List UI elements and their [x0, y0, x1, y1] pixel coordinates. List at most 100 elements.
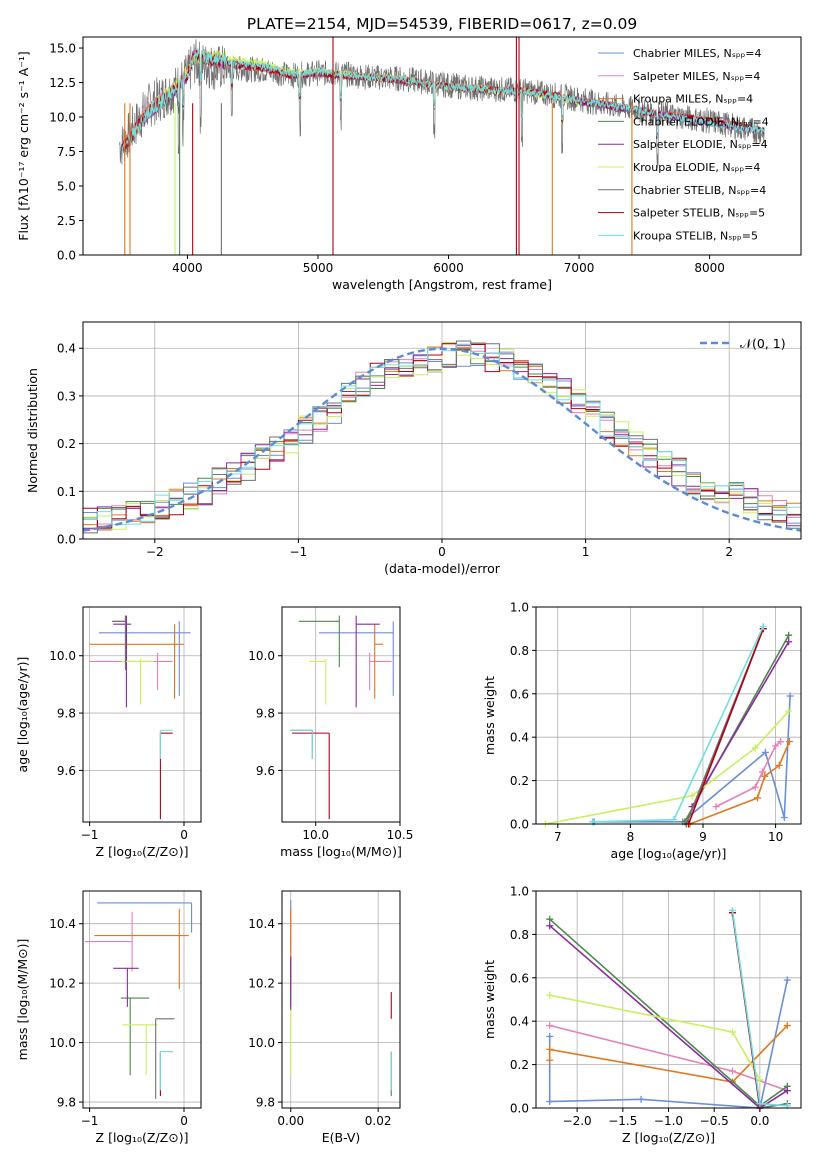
data-point-marker [546, 1097, 554, 1105]
y-tick-label: 9.6 [256, 764, 275, 778]
y-tick-label: 7.5 [57, 145, 76, 159]
legend-entry: Kroupa STELIB, Nₛₚₚ=5 [633, 229, 758, 242]
y-axis-label: Normed distribution [25, 368, 40, 493]
x-axis-label: age [log₁₀(age/yr)] [611, 846, 727, 861]
x-tick-label: −0.5 [700, 1114, 729, 1128]
legend-entry: Salpeter MILES, Nₛₚₚ=4 [633, 70, 760, 83]
x-tick-label: 5000 [303, 261, 334, 275]
mass-vs-metallicity-panel: −1 0 9.8 10.0 10.2 10.4 Z [log₁₀(Z/Z⊙)] mass [l… [15, 890, 202, 1145]
y-tick-label: 0.2 [57, 437, 76, 451]
y-tick-label: 0.4 [510, 1015, 529, 1029]
legend-entry: Chabrier STELIB, Nₛₚₚ=4 [633, 184, 766, 197]
x-tick-label: 1 [582, 545, 590, 559]
x-tick-label: 0 [438, 545, 446, 559]
x-tick-label: 8000 [694, 261, 725, 275]
y-tick-label: 10.0 [248, 1036, 275, 1050]
spectrum-panel: 4000 5000 6000 7000 8000 0.0 2.5 5.0 7.5 10.0 12.5… [16, 36, 802, 292]
data-point-marker [546, 1022, 554, 1030]
y-tick-label: 12.5 [49, 76, 76, 90]
mass-weight-series-line [548, 1024, 788, 1083]
age-vs-mass-panel: 10.0 10.5 9.6 9.8 10.0 mass [log₁₀(M/M⊙)] [248, 606, 414, 859]
x-tick-label: 8 [627, 830, 635, 844]
data-point-marker [785, 631, 793, 639]
y-tick-label: 15.0 [49, 42, 76, 56]
y-tick-label: 0.1 [57, 485, 76, 499]
data-point-marker [785, 707, 793, 715]
data-point-marker [753, 794, 761, 802]
legend-entry: Salpeter ELODIE, Nₛₚₚ=4 [633, 138, 768, 151]
data-point-marker [785, 638, 793, 646]
y-tick-label: 1.0 [510, 885, 529, 899]
y-tick-label: 9.6 [57, 764, 76, 778]
mass-weight-series-line [592, 626, 764, 823]
x-tick-label: 0 [180, 1114, 188, 1128]
y-tick-label: 10.0 [49, 649, 76, 663]
x-tick-label: 7 [554, 830, 562, 844]
y-axis-label: mass weight [482, 960, 497, 1039]
y-axis-label: age [log₁₀(age/yr)] [15, 657, 30, 773]
y-tick-label: 0.4 [510, 731, 529, 745]
data-point-marker [728, 1067, 736, 1075]
legend-entry: Chabrier ELODIE, Nₛₚₚ=4 [633, 115, 769, 128]
x-tick-label: 9 [699, 830, 707, 844]
y-axis-label: mass [log₁₀(M/M⊙)] [15, 939, 30, 1061]
y-tick-label: 10.0 [49, 1036, 76, 1050]
axes-frame [281, 606, 401, 823]
legend-entry: 𝒩(0, 1) [740, 336, 786, 351]
data-point-marker [688, 792, 696, 800]
mass-weight-series-line [691, 641, 790, 808]
age-vs-metallicity-panel: −1 0 9.6 9.8 10.0 Z [log₁₀(Z/Z⊙)] age [log₁₀(a… [15, 606, 202, 859]
data-point-marker [670, 816, 678, 824]
x-axis-label: Z [log₁₀(Z/Z⊙)] [622, 1130, 715, 1145]
y-tick-label: 9.8 [57, 707, 76, 721]
data-point-marker [546, 991, 554, 999]
x-tick-label: −1.0 [654, 1114, 683, 1128]
y-tick-label: 10.4 [49, 917, 76, 931]
data-point-marker [759, 768, 767, 776]
y-tick-label: 0.8 [510, 644, 529, 658]
histogram-series-step [83, 343, 801, 526]
y-tick-label: 10.0 [49, 111, 76, 125]
data-point-marker [785, 738, 793, 746]
data-point-marker [637, 1095, 645, 1103]
histogram-series-step [83, 342, 801, 529]
data-point-marker [777, 738, 785, 746]
data-point-marker [783, 1022, 791, 1030]
x-tick-label: −1 [81, 828, 99, 842]
y-tick-label: 0.0 [57, 249, 76, 263]
histogram-series-step [83, 340, 801, 534]
x-tick-label: 0.00 [277, 1114, 304, 1128]
histogram-series-step [83, 342, 801, 530]
y-tick-label: 0.8 [510, 928, 529, 942]
mass-weight-series-line [594, 695, 791, 823]
data-point-marker [751, 783, 759, 791]
y-tick-label: 0.6 [510, 687, 529, 701]
y-tick-label: 10.4 [248, 917, 275, 931]
mass-weight-series-line [545, 710, 790, 824]
x-tick-label: 0.0 [750, 1114, 769, 1128]
y-tick-label: 0.0 [510, 1102, 529, 1116]
x-tick-label: 2 [725, 545, 733, 559]
data-point-marker [775, 761, 783, 769]
data-point-marker [546, 915, 554, 923]
x-axis-label: mass [log₁₀(M/M⊙)] [280, 844, 402, 859]
x-tick-label: 0 [180, 828, 188, 842]
y-tick-label: 2.5 [57, 214, 76, 228]
data-point-marker [751, 744, 759, 752]
y-tick-label: 9.8 [256, 707, 275, 721]
residual-histogram-panel: −2 −1 0 1 2 0.0 0.1 0.2 0.3 0.4 𝒩(0, 1) (data-model… [25, 321, 802, 576]
y-tick-label: 9.8 [57, 1096, 76, 1110]
y-axis-label: Flux [fλ10⁻¹⁷ erg cm⁻² s⁻¹ A⁻¹] [16, 51, 31, 240]
y-tick-label: 0.2 [510, 1058, 529, 1072]
data-point-marker [756, 1076, 764, 1084]
data-point-marker [786, 692, 794, 700]
data-point-marker [546, 1045, 554, 1053]
axes-frame [82, 890, 202, 1109]
x-tick-label: 10.5 [387, 828, 414, 842]
data-point-marker [761, 748, 769, 756]
x-tick-label: 6000 [433, 261, 464, 275]
y-tick-label: 0.0 [57, 533, 76, 547]
data-point-marker [783, 976, 791, 984]
x-tick-label: 10.0 [302, 828, 329, 842]
